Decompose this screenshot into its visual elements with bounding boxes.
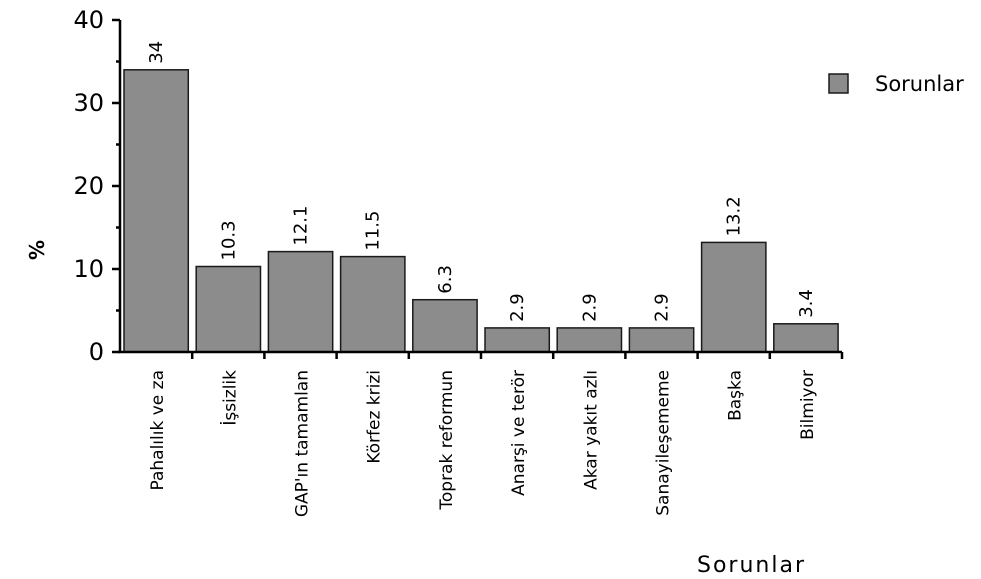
bar-9 [773, 323, 839, 353]
x-tick-label-9: Bilmiyor [798, 370, 818, 440]
y-axis-title: % [25, 240, 49, 260]
bar-7 [628, 327, 695, 353]
bar-5 [484, 327, 551, 353]
data-label-2: 12.1 [291, 206, 312, 246]
bars-group [123, 69, 839, 353]
x-tick-label-7: Sanayileşememe [654, 370, 674, 516]
data-label-8: 13.2 [724, 196, 745, 236]
data-label-3: 11.5 [363, 211, 384, 251]
x-tick-label-2: GAP'ın tamamlan [293, 370, 313, 517]
x-ticks-group: Pahalılık ve za İşsizlik GAP'ın tamamlan Kö… [148, 352, 844, 517]
x-axis-title: Sorunlar [697, 553, 806, 578]
bar-3 [339, 255, 406, 353]
x-tick-label-5: Anarşi ve terör [509, 370, 529, 496]
bar-4 [412, 298, 478, 353]
data-labels-group: 34 10.3 12.1 11.5 6.3 2.9 2.9 2.9 13.2 3.4 [146, 41, 817, 322]
x-tick-label-3: Körfez krizi [365, 370, 385, 464]
bar-2 [267, 250, 334, 353]
legend-label: Sorunlar [875, 72, 964, 96]
y-tick-label-1: 10 [73, 255, 104, 283]
x-tick-label-4: Toprak reformun [437, 370, 457, 511]
legend-swatch [828, 73, 849, 94]
y-ticks-group: 0 10 20 30 40 [73, 6, 120, 366]
bar-6 [556, 327, 623, 353]
x-tick-label-8: Başka [726, 370, 746, 421]
y-tick-label-4: 40 [73, 6, 104, 34]
data-label-9: 3.4 [796, 289, 817, 318]
bar-0 [123, 69, 190, 353]
x-tick-label-1: İşsizlik [219, 370, 240, 426]
y-tick-label-0: 0 [89, 338, 104, 366]
legend: Sorunlar [828, 72, 964, 96]
bar-1 [195, 265, 262, 353]
data-label-5: 2.9 [507, 293, 528, 322]
bar-8 [700, 241, 767, 353]
y-tick-label-2: 20 [73, 172, 104, 200]
data-label-0: 34 [146, 41, 167, 64]
data-label-1: 10.3 [218, 220, 239, 260]
data-label-7: 2.9 [652, 293, 673, 322]
data-label-6: 2.9 [579, 293, 600, 322]
y-tick-label-3: 30 [73, 89, 104, 117]
x-tick-label-6: Akar yakıt azlı [581, 370, 601, 490]
x-tick-label-0: Pahalılık ve za [148, 370, 168, 491]
data-label-4: 6.3 [435, 265, 456, 294]
